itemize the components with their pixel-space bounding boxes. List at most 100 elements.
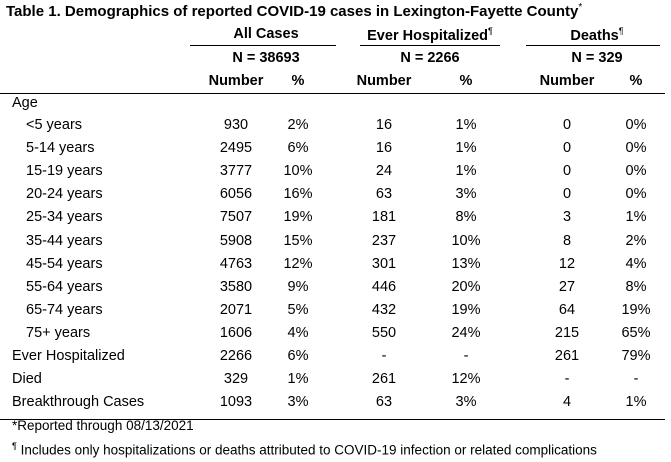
cell-percent: 6% [287, 348, 309, 364]
table-title: Table 1. Demographics of reported COVID-… [6, 2, 582, 20]
row-label: Ever Hospitalized [12, 348, 125, 364]
cell-percent: 1% [455, 140, 477, 157]
cell-percent: 8% [455, 209, 477, 226]
cell-number: 2071 [219, 301, 253, 318]
row-label: 15-19 years [26, 163, 103, 180]
cell-number: 63 [375, 186, 393, 203]
cell-percent: 4% [287, 324, 309, 341]
cell-percent: 1% [455, 163, 477, 180]
cell-percent: 65% [621, 324, 651, 341]
cell-percent: 3% [455, 186, 477, 203]
footnote-mark: ¶ [618, 26, 624, 36]
subheader-pct: % [459, 73, 473, 89]
cell-number: 2266 [219, 348, 253, 364]
subheader-number: Number [539, 73, 595, 89]
group-header-label: Ever Hospitalized [367, 28, 489, 44]
row-label: 75+ years [26, 324, 91, 341]
subheader-pct: % [291, 73, 305, 89]
cell-percent: 4% [625, 255, 647, 272]
row-label: 25-34 years [26, 209, 103, 226]
row-label: Died [12, 371, 42, 388]
cell-number: 16 [375, 117, 393, 133]
cell-number: 0 [562, 117, 572, 133]
cell-number: 64 [558, 301, 576, 318]
cell-percent: 0% [625, 117, 647, 133]
row-label: 55-64 years [26, 278, 103, 295]
group-header-label: All Cases [233, 26, 299, 42]
cell-number: 181 [371, 209, 397, 226]
cell-number: - [564, 371, 570, 388]
group-header: All Cases [176, 26, 356, 42]
cell-number: 930 [223, 117, 249, 133]
cell-percent: 9% [287, 278, 309, 295]
cell-number: 261 [371, 371, 397, 388]
subheader-number: Number [356, 73, 412, 89]
cell-percent: 8% [625, 278, 647, 295]
row-label: 20-24 years [26, 186, 103, 203]
footnote-mark: ¶ [12, 441, 17, 451]
cell-number: 1093 [219, 394, 253, 411]
group-header: Ever Hospitalized¶ [340, 26, 520, 44]
cell-percent: 19% [283, 209, 313, 226]
cell-percent: 0% [625, 186, 647, 203]
footnote-includes-text: Includes only hospitalizations or deaths… [16, 442, 597, 458]
row-label: 5-14 years [26, 140, 95, 157]
cell-number: 2495 [219, 140, 253, 157]
cell-percent: 10% [283, 163, 313, 180]
cell-number: 24 [375, 163, 393, 180]
row-label: <5 years [26, 117, 83, 133]
table-title-text: Table 1. Demographics of reported COVID-… [6, 3, 579, 20]
cell-number: 550 [371, 324, 397, 341]
cell-percent: 15% [283, 232, 313, 249]
cell-number: 27 [558, 278, 576, 295]
row-label: Breakthrough Cases [12, 394, 145, 411]
cell-number: 7507 [219, 209, 253, 226]
group-underline [526, 45, 660, 46]
cell-number: - [381, 348, 387, 364]
cell-percent: 16% [283, 186, 313, 203]
cell-number: 329 [223, 371, 249, 388]
cell-percent: 10% [451, 232, 481, 249]
cell-number: 432 [371, 301, 397, 318]
cell-number: 261 [554, 348, 580, 364]
header-rule [0, 93, 665, 94]
cell-percent: 3% [455, 394, 477, 411]
cell-percent: 19% [451, 301, 481, 318]
group-header: Deaths¶ [507, 26, 671, 44]
group-underline [360, 45, 500, 46]
cell-number: 215 [554, 324, 580, 341]
subheader-number: Number [208, 73, 264, 89]
cell-percent: 1% [287, 371, 309, 388]
cell-percent: 1% [625, 209, 647, 226]
cell-percent: 3% [287, 394, 309, 411]
cell-number: 8 [562, 232, 572, 249]
cell-percent: 12% [283, 255, 313, 272]
cell-number: 16 [375, 140, 393, 157]
footnote-includes: ¶ Includes only hospitalizations or deat… [12, 441, 597, 458]
age-header: Age [12, 95, 38, 111]
cell-percent: 2% [625, 232, 647, 249]
cell-number: 4 [562, 394, 572, 411]
cell-percent: 79% [621, 348, 651, 364]
subheader-pct: % [629, 73, 643, 89]
cell-percent: 1% [625, 394, 647, 411]
footnote-mark: ¶ [488, 26, 493, 36]
title-footnote-mark: * [578, 2, 583, 13]
group-n: N = 329 [571, 50, 623, 66]
cell-percent: 0% [625, 140, 647, 157]
row-label: 45-54 years [26, 255, 103, 272]
cell-number: 0 [562, 163, 572, 180]
group-underline [190, 45, 336, 46]
group-n: N = 38693 [232, 50, 300, 66]
cell-percent: 19% [621, 301, 651, 318]
cell-percent: 24% [451, 324, 481, 341]
cell-number: 6056 [219, 186, 253, 203]
cell-percent: 20% [451, 278, 481, 295]
cell-number: 0 [562, 140, 572, 157]
cell-number: 12 [558, 255, 576, 272]
cell-percent: 5% [287, 301, 309, 318]
cell-percent: 0% [625, 163, 647, 180]
cell-number: 3777 [219, 163, 253, 180]
cell-number: 237 [371, 232, 397, 249]
